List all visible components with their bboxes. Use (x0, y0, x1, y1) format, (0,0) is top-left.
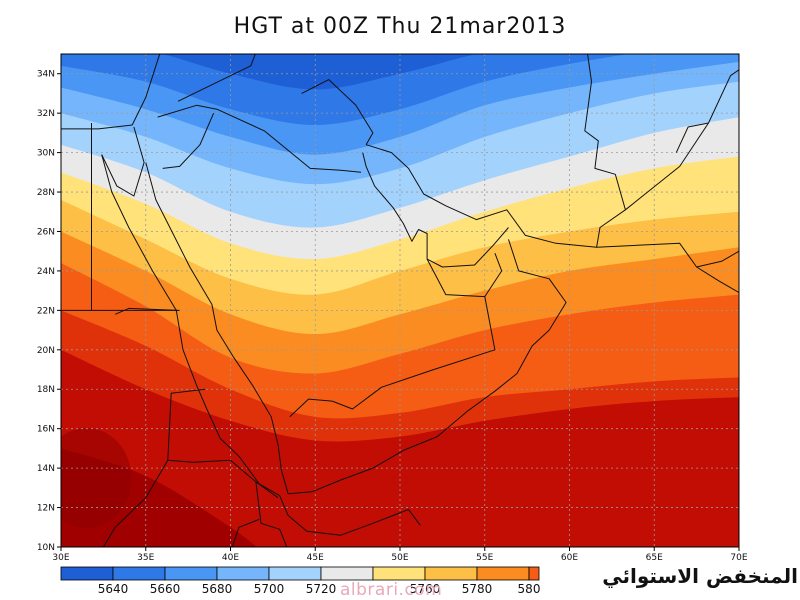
height-core-sw (61, 427, 132, 528)
coastline-segment (115, 307, 179, 315)
coastline-segment (696, 250, 739, 268)
lat-tick-label: 30N (37, 149, 55, 159)
colorbar-swatch (528, 566, 540, 581)
latitude-ticks: 10N 12N 14N 16N 18N 20N 22N 24N 26N 28N 30N 32N 34N (37, 70, 61, 553)
coastline-segment (301, 79, 374, 145)
coastline-segment (288, 239, 567, 495)
coastline-segment (484, 253, 503, 297)
lon-tick-label: 50E (391, 553, 408, 563)
colorbar-swatch (372, 566, 426, 581)
coastline-segment (362, 152, 509, 268)
colorbar-swatch (60, 566, 114, 581)
coastline-segment (102, 459, 169, 547)
lat-tick-label: 12N (37, 504, 55, 514)
coastline-segment (145, 162, 289, 494)
coastline-segment (365, 144, 739, 294)
coastline-segment (101, 154, 308, 532)
coastline-segment (167, 388, 206, 461)
coastline-segment (289, 398, 333, 418)
colorbar-label: 5700 (254, 582, 285, 596)
colorbar-label: 5660 (150, 582, 181, 596)
coastline-segment (162, 113, 215, 169)
coastline-segment (279, 529, 288, 547)
lat-tick-label: 34N (37, 70, 55, 80)
colorbar-swatch (216, 566, 270, 581)
height-band-5840 (61, 349, 739, 547)
colorbar-label: 5680 (202, 582, 233, 596)
colorbar-label: 5780 (462, 582, 493, 596)
lon-tick-label: 30E (52, 553, 69, 563)
lat-tick-label: 16N (37, 425, 55, 435)
lon-tick-label: 35E (137, 553, 154, 563)
lat-tick-label: 14N (37, 464, 55, 474)
colorbar-swatch (164, 566, 218, 581)
colorbar-swatch (268, 566, 322, 581)
coastline-segment (157, 104, 362, 173)
colorbar-label: 5720 (306, 582, 337, 596)
colorbar-swatch (320, 566, 374, 581)
map-title: HGT at 00Z Thu 21mar2013 (233, 14, 567, 39)
coastline-segment (167, 459, 279, 499)
coastlines-and-borders (61, 54, 739, 547)
coastline-segment (177, 54, 256, 102)
lon-tick-label: 60E (561, 553, 578, 563)
lat-tick-label: 20N (37, 346, 55, 356)
coastline-segment (426, 258, 485, 298)
coastline-segment (61, 54, 161, 130)
colorbar-label: 5640 (98, 582, 129, 596)
coastline-segment (332, 296, 496, 410)
lat-tick-label: 32N (37, 109, 55, 119)
coastline-segment (306, 509, 421, 536)
colorbar-swatch (476, 566, 530, 581)
lat-tick-label: 22N (37, 306, 55, 316)
watermark: albrari.com (340, 580, 443, 600)
colorbar: 5640 5660 5680 5700 5720 5760 5780 580 (60, 566, 541, 596)
lat-tick-label: 28N (37, 188, 55, 198)
colorbar-swatch (424, 566, 478, 581)
colorbar-label: 5760 (410, 582, 441, 596)
coastline-segment (584, 54, 626, 248)
lon-tick-label: 65E (646, 553, 663, 563)
colorbar-swatch (112, 566, 166, 581)
lat-tick-label: 18N (37, 385, 55, 395)
lat-tick-label: 24N (37, 267, 55, 277)
lon-tick-label: 40E (222, 553, 239, 563)
longitude-ticks: 30E 35E 40E 45E 50E 55E 60E 65E 70E (52, 547, 748, 563)
lon-tick-label: 70E (730, 553, 747, 563)
lat-lon-grid (61, 54, 739, 547)
lat-tick-label: 26N (37, 227, 55, 237)
coastline-segment (101, 126, 145, 197)
coastline-segment (231, 518, 260, 547)
colorbar-label: 580 (518, 582, 541, 596)
lat-tick-label: 10N (37, 543, 55, 553)
coastline-segment (255, 481, 280, 530)
lon-tick-label: 45E (307, 553, 324, 563)
coastline-segment (675, 122, 709, 153)
arabic-caption: المنخفض الاستوائي (602, 564, 798, 588)
lon-tick-label: 55E (476, 553, 493, 563)
